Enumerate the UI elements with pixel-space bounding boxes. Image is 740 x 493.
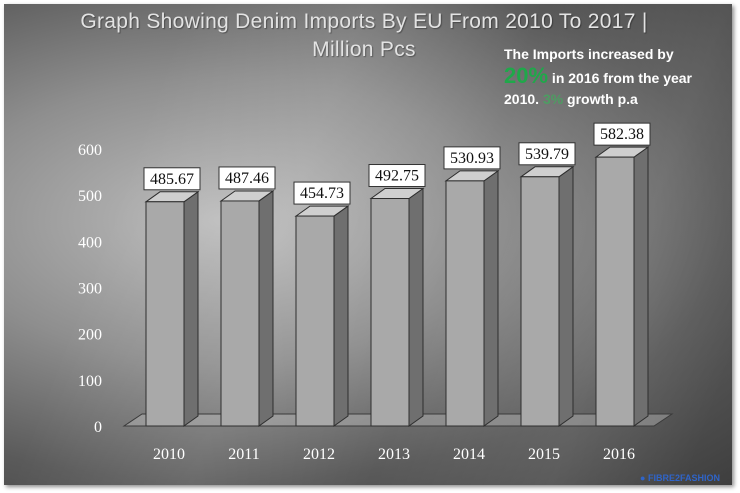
annotation-line-3-end: growth p.a bbox=[563, 91, 638, 107]
data-label-box bbox=[443, 146, 501, 170]
chart-frame: Graph Showing Denim Imports By EU From 2… bbox=[4, 4, 732, 485]
x-axis: 2010 2011 2012 2013 2014 2015 2016 bbox=[153, 446, 635, 463]
bar-side bbox=[483, 169, 499, 427]
data-label: 485.67 bbox=[150, 171, 194, 188]
bar bbox=[220, 200, 260, 427]
bars bbox=[144, 146, 650, 427]
bar-side bbox=[333, 205, 349, 427]
x-tick-label: 2013 bbox=[378, 446, 410, 463]
y-tick-label: 100 bbox=[78, 373, 102, 390]
y-tick-label: 500 bbox=[78, 188, 102, 205]
data-label-box bbox=[368, 164, 426, 188]
bar-side bbox=[408, 187, 424, 427]
x-tick-label: 2014 bbox=[453, 446, 485, 463]
x-tick-label: 2015 bbox=[528, 446, 560, 463]
x-tick-label: 2011 bbox=[228, 446, 259, 463]
annotation-line-2-text: in 2016 from the year bbox=[548, 70, 692, 86]
data-label: 530.93 bbox=[450, 150, 494, 167]
bar bbox=[370, 198, 410, 427]
data-label-box bbox=[293, 181, 351, 205]
bar bbox=[445, 180, 485, 427]
y-tick-label: 200 bbox=[78, 327, 102, 344]
data-label-box bbox=[593, 122, 651, 146]
annotation-line-1: The Imports increased by bbox=[504, 46, 674, 62]
publisher-logo: ● FIBRE2FASHION bbox=[640, 473, 720, 483]
data-label: 539.79 bbox=[525, 146, 569, 163]
bar bbox=[295, 215, 335, 427]
chart-title-line-2: Million Pcs bbox=[312, 38, 416, 61]
y-tick-label: 0 bbox=[94, 419, 102, 436]
annotation-highlight: 20% bbox=[504, 63, 549, 88]
data-labels: 485.67 487.46 454.73 492.75 530.93 539.79 582.… bbox=[143, 122, 651, 205]
data-label-box bbox=[143, 167, 201, 191]
data-label: 582.38 bbox=[600, 126, 644, 143]
bar-side bbox=[558, 165, 574, 427]
x-tick-label: 2010 bbox=[153, 446, 185, 463]
bar bbox=[145, 201, 185, 427]
data-label-box bbox=[218, 166, 276, 190]
bar-side bbox=[183, 190, 199, 427]
data-label: 492.75 bbox=[375, 168, 419, 185]
y-tick-label: 300 bbox=[78, 281, 102, 298]
annotation-line-3: 2010. 3% growth p.a bbox=[504, 89, 732, 110]
annotation-faint-rate: 3% bbox=[542, 91, 564, 107]
chart-title-line-1: Graph Showing Denim Imports By EU From 2… bbox=[80, 10, 648, 33]
annotation-box: The Imports increased by 20% in 2016 fro… bbox=[504, 44, 732, 110]
bar bbox=[520, 176, 560, 427]
bar-chart: 0 100 200 300 400 500 600 485.67 487.46 454.73 49… bbox=[78, 122, 674, 463]
bar-side bbox=[258, 189, 274, 427]
data-label: 454.73 bbox=[300, 185, 344, 202]
y-tick-label: 400 bbox=[78, 234, 102, 251]
x-tick-label: 2012 bbox=[303, 446, 335, 463]
data-label-box bbox=[518, 142, 576, 166]
annotation-line-2: 20% in 2016 from the year bbox=[504, 65, 732, 89]
annotation-line-3-start: 2010. bbox=[504, 91, 543, 107]
bar bbox=[595, 156, 635, 427]
chart-title: Graph Showing Denim Imports By EU From 2… bbox=[44, 8, 684, 64]
bar-side bbox=[633, 146, 649, 427]
data-label: 487.46 bbox=[225, 170, 269, 187]
y-axis: 0 100 200 300 400 500 600 bbox=[78, 142, 102, 436]
y-tick-label: 600 bbox=[78, 142, 102, 159]
x-tick-label: 2016 bbox=[603, 446, 635, 463]
